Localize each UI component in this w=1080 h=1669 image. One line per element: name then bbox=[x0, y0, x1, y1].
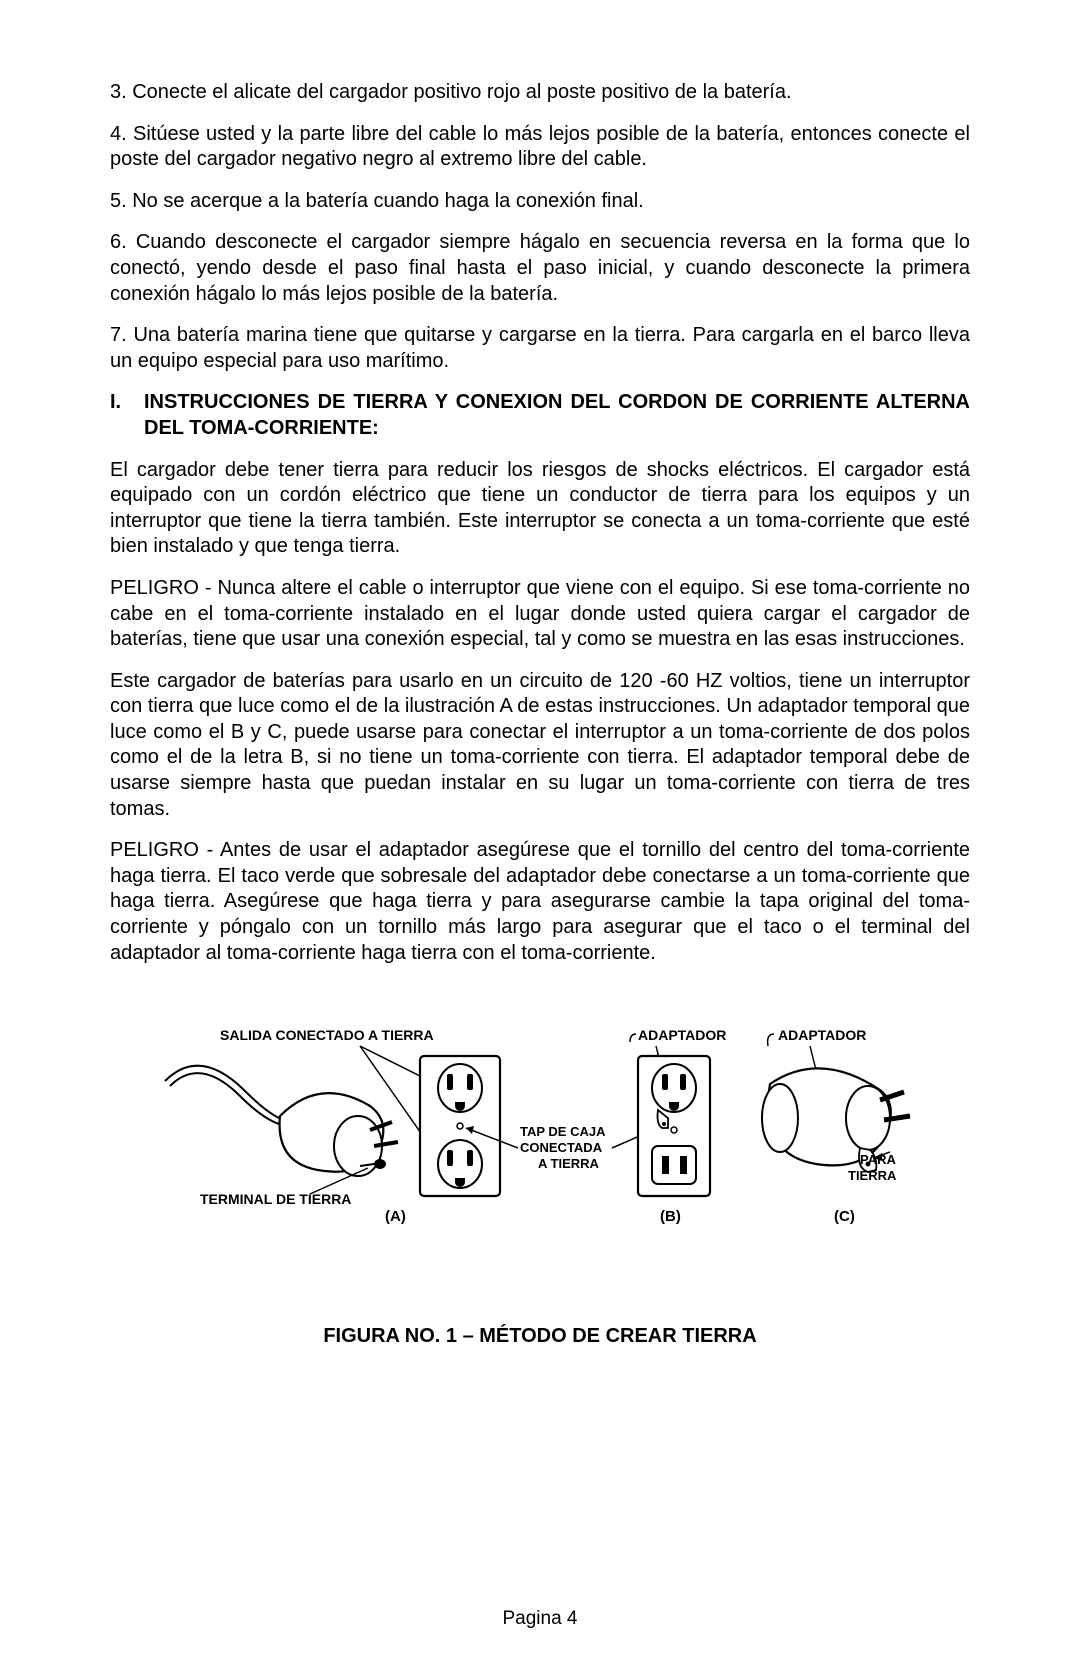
label-tap-line2: CONECTADA bbox=[520, 1140, 603, 1155]
list-item-5: 5. No se acerque a la batería cuando hag… bbox=[110, 189, 970, 215]
list-item-7: 7. Una batería marina tiene que quitarse… bbox=[110, 323, 970, 374]
label-tierra: TIERRA bbox=[848, 1168, 897, 1183]
label-adaptador-c: ADAPTADOR bbox=[778, 1027, 866, 1043]
label-a: (A) bbox=[385, 1208, 406, 1225]
label-terminal: TERMINAL DE TIERRA bbox=[200, 1191, 351, 1207]
label-tap-line3: A TIERRA bbox=[538, 1156, 600, 1171]
label-adaptador-b: ADAPTADOR bbox=[638, 1027, 726, 1043]
grounding-diagram: SALIDA CONECTADO A TIERRA bbox=[160, 1026, 920, 1246]
label-c: (C) bbox=[834, 1208, 855, 1225]
section-number: I. bbox=[110, 390, 144, 441]
section-paragraph-3: Este cargador de baterías para usarlo en… bbox=[110, 669, 970, 823]
figure-caption: FIGURA NO. 1 – MÉTODO DE CREAR TIERRA bbox=[110, 1324, 970, 1350]
label-b: (B) bbox=[660, 1208, 681, 1225]
outlet-plate-b bbox=[638, 1056, 710, 1196]
figure-1: SALIDA CONECTADO A TIERRA bbox=[110, 1026, 970, 1349]
label-tap-line1: TAP DE CAJA bbox=[520, 1124, 606, 1139]
section-paragraph-4: PELIGRO - Antes de usar el adaptador ase… bbox=[110, 838, 970, 966]
list-item-6: 6. Cuando desconecte el cargador siempre… bbox=[110, 230, 970, 307]
list-item-3: 3. Conecte el alicate del cargador posit… bbox=[110, 80, 970, 106]
outlet-plate-a bbox=[420, 1056, 500, 1196]
plug-a bbox=[165, 1066, 398, 1176]
section-paragraph-1: El cargador debe tener tierra para reduc… bbox=[110, 458, 970, 560]
label-salida: SALIDA CONECTADO A TIERRA bbox=[220, 1027, 434, 1043]
document-page: 3. Conecte el alicate del cargador posit… bbox=[0, 0, 1080, 1669]
section-heading: I. INSTRUCCIONES DE TIERRA Y CONEXION DE… bbox=[110, 390, 970, 441]
page-number: Pagina 4 bbox=[0, 1607, 1080, 1631]
section-paragraph-2: PELIGRO - Nunca altere el cable o interr… bbox=[110, 576, 970, 653]
section-title: INSTRUCCIONES DE TIERRA Y CONEXION DEL C… bbox=[144, 390, 970, 441]
list-item-4: 4. Sitúese usted y la parte libre del ca… bbox=[110, 122, 970, 173]
